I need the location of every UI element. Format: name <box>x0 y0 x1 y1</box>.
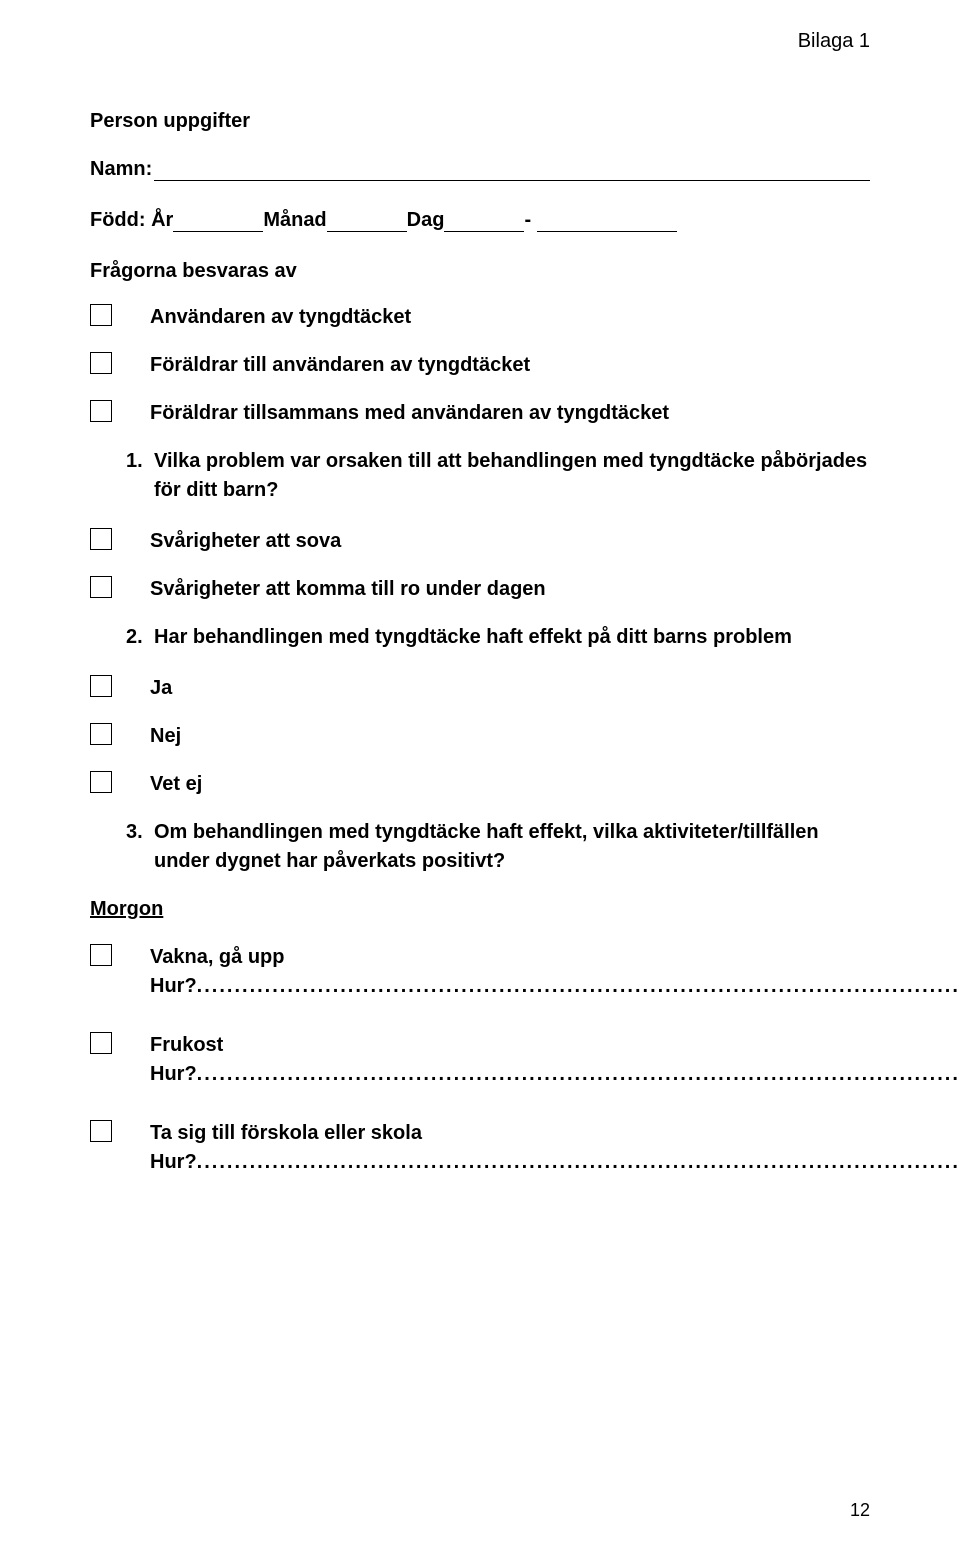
how-label: Hur? <box>150 1151 197 1173</box>
morning-item-label: Frukost <box>150 1031 960 1060</box>
dotted-line: ........................................… <box>197 1151 960 1173</box>
morning-item-row: Vakna, gå upp Hur?......................… <box>90 943 870 1001</box>
respondent-row: Föräldrar till användaren av tyngdtäcket <box>90 351 870 379</box>
morning-item-block: Ta sig till förskola eller skola Hur?...… <box>150 1119 960 1177</box>
q2-option-row: Ja <box>90 674 870 702</box>
checkbox[interactable] <box>90 576 112 598</box>
checkbox[interactable] <box>90 675 112 697</box>
checkbox[interactable] <box>90 771 112 793</box>
morning-item-row: Ta sig till förskola eller skola Hur?...… <box>90 1119 870 1177</box>
checkbox[interactable] <box>90 528 112 550</box>
page-number: 12 <box>850 1500 870 1521</box>
morning-item-how-line[interactable]: Hur?....................................… <box>150 1060 960 1089</box>
morning-item-label: Vakna, gå upp <box>150 943 960 972</box>
morning-item-block: Frukost Hur?............................… <box>150 1031 960 1089</box>
section-title: Person uppgifter <box>90 110 870 133</box>
option-label: Svårigheter att komma till ro under dage… <box>150 575 546 603</box>
q2-option-row: Nej <box>90 722 870 750</box>
name-input-line[interactable] <box>154 159 870 181</box>
morning-item-block: Vakna, gå upp Hur?......................… <box>150 943 960 1001</box>
respondent-row: Föräldrar tillsammans med användaren av … <box>90 399 870 427</box>
question-3: 3. Om behandlingen med tyngdtäcke haft e… <box>126 818 870 876</box>
question-number: 3. <box>126 818 154 876</box>
answered-by-label: Frågorna besvaras av <box>90 260 870 283</box>
respondent-label: Föräldrar tillsammans med användaren av … <box>150 399 669 427</box>
dotted-line: ........................................… <box>197 1063 960 1085</box>
respondent-label: Föräldrar till användaren av tyngdtäcket <box>150 351 530 379</box>
checkbox[interactable] <box>90 304 112 326</box>
morning-item-how-line[interactable]: Hur?....................................… <box>150 972 960 1001</box>
birth-month-label: Månad <box>263 209 326 232</box>
respondent-row: Användaren av tyngdtäcket <box>90 303 870 331</box>
month-input-line[interactable] <box>327 210 407 232</box>
how-label: Hur? <box>150 975 197 997</box>
q1-option-row: Svårigheter att komma till ro under dage… <box>90 575 870 603</box>
question-number: 1. <box>126 447 154 505</box>
birth-dash: - <box>524 209 531 232</box>
checkbox[interactable] <box>90 1032 112 1054</box>
question-text: Har behandlingen med tyngdtäcke haft eff… <box>154 623 870 652</box>
question-number: 2. <box>126 623 154 652</box>
checkbox[interactable] <box>90 352 112 374</box>
checkbox[interactable] <box>90 723 112 745</box>
question-text: Vilka problem var orsaken till att behan… <box>154 447 870 505</box>
option-label: Nej <box>150 722 181 750</box>
name-row: Namn: <box>90 158 870 181</box>
checkbox[interactable] <box>90 400 112 422</box>
checkbox[interactable] <box>90 944 112 966</box>
birth-prefix: Född: År <box>90 209 173 232</box>
dotted-line: ........................................… <box>197 975 960 997</box>
question-text: Om behandlingen med tyngdtäcke haft effe… <box>154 818 870 876</box>
checkbox[interactable] <box>90 1120 112 1142</box>
question-2: 2. Har behandlingen med tyngdtäcke haft … <box>126 623 870 652</box>
day-input-line[interactable] <box>444 210 524 232</box>
respondent-label: Användaren av tyngdtäcket <box>150 303 411 331</box>
how-label: Hur? <box>150 1063 197 1085</box>
q1-option-row: Svårigheter att sova <box>90 527 870 555</box>
q2-option-row: Vet ej <box>90 770 870 798</box>
birth-row: Född: År Månad Dag - <box>90 209 870 232</box>
question-1: 1. Vilka problem var orsaken till att be… <box>126 447 870 505</box>
morning-item-how-line[interactable]: Hur?....................................… <box>150 1148 960 1177</box>
name-label: Namn: <box>90 158 152 181</box>
option-label: Vet ej <box>150 770 202 798</box>
morning-item-row: Frukost Hur?............................… <box>90 1031 870 1089</box>
suffix-input-line[interactable] <box>537 210 677 232</box>
birth-day-label: Dag <box>407 209 445 232</box>
option-label: Svårigheter att sova <box>150 527 341 555</box>
morning-item-label: Ta sig till förskola eller skola <box>150 1119 960 1148</box>
option-label: Ja <box>150 674 172 702</box>
morning-heading: Morgon <box>90 898 870 921</box>
attachment-label: Bilaga 1 <box>798 30 870 53</box>
year-input-line[interactable] <box>173 210 263 232</box>
page: Bilaga 1 Person uppgifter Namn: Född: År… <box>0 0 960 1551</box>
